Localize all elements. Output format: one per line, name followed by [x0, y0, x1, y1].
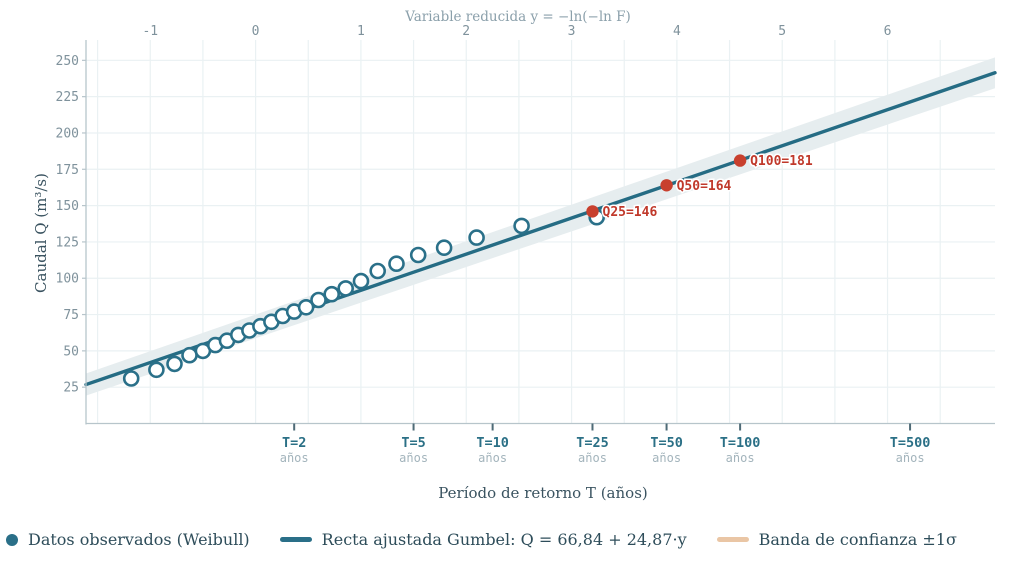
top-tick-label: 3: [568, 24, 576, 39]
return-period-tick-sub: años: [280, 451, 309, 465]
legend-confidence-band-label: Banda de confianza ±1σ: [758, 530, 957, 549]
return-period-tick-label: T=100: [720, 435, 761, 451]
return-period-tick-label: T=2: [282, 435, 306, 451]
observed-point: [297, 298, 315, 316]
y-tick-label: 50: [63, 344, 79, 359]
axes-layer: [82, 40, 995, 431]
observed-point: [513, 217, 530, 235]
return-period-tick-sub: años: [652, 451, 681, 465]
legend-item-fit-line: Recta ajustada Gumbel: Q = 66,84 + 24,87…: [279, 530, 687, 549]
y-tick-label: 25: [63, 381, 79, 396]
legend-observed-label: Datos observados (Weibull): [28, 530, 250, 549]
return-period-tick-label: T=10: [476, 435, 509, 451]
observed-point: [337, 280, 355, 297]
top-tick-label: 0: [252, 24, 260, 39]
top-tick-label: 2: [462, 24, 470, 39]
y-tick-label: 125: [56, 235, 79, 250]
return-period-tick-label: T=25: [576, 435, 609, 451]
design-point: [586, 205, 599, 218]
gridlines-layer: [86, 40, 995, 424]
design-point-label: Q50=164: [677, 179, 732, 194]
return-period-tick-sub: años: [896, 451, 925, 465]
design-point-label: Q25=146: [603, 205, 658, 220]
y-tick-label: 75: [63, 308, 79, 323]
observed-point: [166, 355, 183, 373]
y-tick-label: 100: [56, 272, 79, 287]
observed-point: [148, 361, 165, 379]
return-period-tick-sub: años: [399, 451, 428, 465]
top-tick-label: -1: [142, 24, 158, 39]
return-period-tick-label: T=5: [401, 435, 425, 451]
observed-point: [181, 346, 198, 364]
observed-point: [352, 272, 370, 290]
design-point: [733, 154, 747, 167]
design-points-layer: Q25=146 Q50=164 Q100=181: [586, 153, 814, 221]
observed-dot-icon: [6, 533, 18, 546]
return-period-tick-sub: años: [578, 451, 607, 465]
return-period-tick-label: T=50: [650, 435, 683, 451]
legend-fit-line-label: Recta ajustada Gumbel: Q = 66,84 + 24,87…: [321, 530, 687, 549]
top-tick-label: 4: [673, 24, 681, 39]
observed-point: [388, 255, 405, 273]
top-tick-label: 6: [884, 24, 892, 39]
observed-point: [323, 285, 341, 303]
observed-point: [122, 370, 140, 387]
observed-point: [369, 262, 387, 280]
legend-item-observed: Datos observados (Weibull): [6, 530, 250, 549]
observed-point: [310, 291, 327, 309]
x-axis-title: Período de retorno T (años): [438, 484, 648, 502]
y-tick-label: 200: [56, 127, 79, 142]
y-axis-title: Caudal Q (m³/s): [32, 173, 50, 293]
legend-item-confidence-band: Banda de confianza ±1σ: [716, 530, 957, 549]
top-tick-label: 5: [778, 24, 786, 39]
plot-canvas: Q25=146 Q50=164 Q100=181 -1 0 1 2 3 4 5 6 25 50 75 10…: [32, 9, 997, 502]
observed-point: [409, 246, 427, 264]
y-tick-label: 250: [56, 54, 79, 69]
return-period-tick-sub: años: [478, 451, 507, 465]
observed-point: [435, 239, 453, 256]
tick-labels-layer: -1 0 1 2 3 4 5 6255075100125150175200225250T=2a…: [56, 24, 931, 465]
design-point-label: Q100=181: [750, 154, 813, 169]
observed-points-layer: [122, 208, 606, 387]
y-tick-label: 175: [56, 163, 79, 178]
top-tick-label: 1: [357, 24, 365, 39]
confidence-band-swatch-icon: [716, 537, 749, 542]
legend: Datos observados (Weibull) Recta ajustad…: [6, 530, 957, 549]
fit-line-swatch-icon: [279, 537, 312, 542]
return-period-tick-label: T=500: [890, 435, 931, 451]
observed-point: [468, 229, 485, 246]
return-period-tick-sub: años: [726, 451, 755, 465]
design-point: [660, 179, 673, 192]
y-tick-label: 225: [56, 90, 79, 105]
y-tick-label: 150: [56, 199, 79, 214]
top-axis-title: Variable reducida y = −ln(−ln F): [404, 9, 631, 25]
